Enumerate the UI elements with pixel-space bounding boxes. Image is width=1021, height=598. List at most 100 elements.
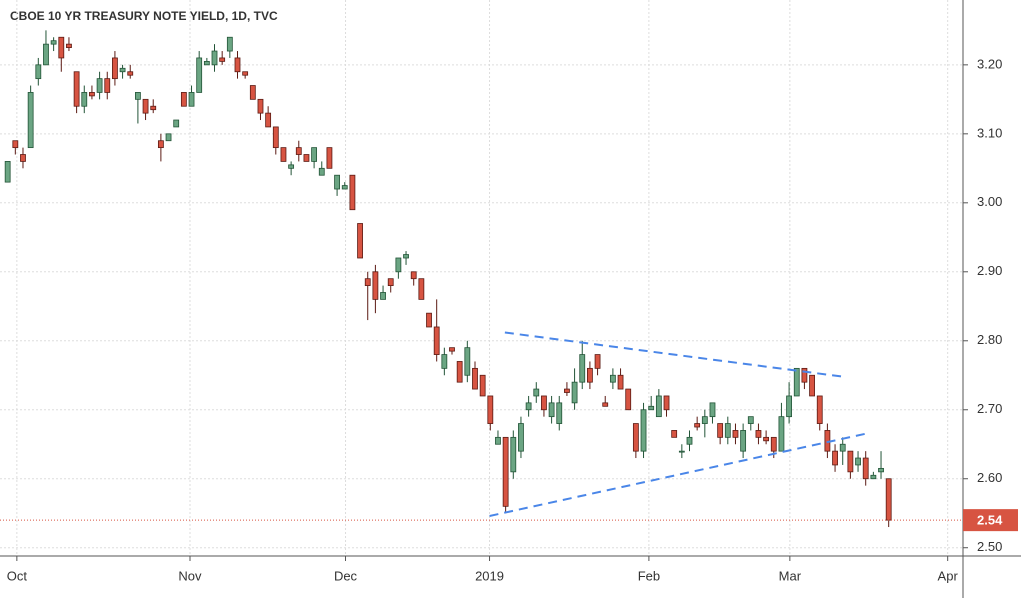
candle-body (173, 119, 180, 128)
candle-body (694, 423, 701, 428)
candle-body (671, 430, 678, 438)
candle-body (280, 147, 287, 162)
candle-body (257, 98, 264, 114)
candle-body (196, 57, 203, 93)
y-tick-label: 3.20 (977, 56, 1002, 71)
candle-body (226, 36, 233, 52)
candle-body (157, 140, 164, 149)
candle-body (180, 92, 187, 107)
candle-body (357, 223, 363, 259)
candle-body (732, 430, 739, 438)
candle-body (265, 112, 272, 128)
candle-body (89, 92, 95, 97)
candle-body (295, 147, 302, 155)
candle-body (165, 133, 172, 142)
candle-body (525, 402, 532, 411)
candle-body (20, 154, 26, 162)
candle-body (495, 436, 501, 445)
candle-body (740, 430, 747, 452)
candle-body (625, 388, 632, 411)
y-tick-label: 3.10 (977, 125, 1002, 140)
candle-body (747, 416, 754, 424)
candle-body (832, 450, 838, 466)
candle-body (579, 354, 586, 383)
candle-body (127, 71, 134, 76)
candle-body (464, 347, 471, 376)
candle-body (142, 98, 149, 114)
candle-body (104, 78, 111, 93)
y-tick-label: 2.60 (977, 470, 1002, 485)
candle-body (449, 347, 455, 352)
candle-body (801, 367, 808, 383)
x-tick-label: Dec (334, 568, 358, 583)
candle-body (564, 388, 570, 393)
candle-body (334, 174, 340, 190)
candle-body (119, 67, 126, 73)
trendline (504, 331, 843, 378)
candle-body (203, 60, 210, 66)
chart-title: CBOE 10 YR TREASURY NOTE YIELD, 1D, TVC (10, 9, 278, 23)
candle-body (786, 395, 792, 418)
candle-body (27, 92, 34, 149)
x-tick-label: Feb (638, 568, 660, 583)
candle-body (403, 254, 409, 259)
candle-body (839, 443, 846, 452)
candle-body (134, 92, 141, 100)
candle-body (387, 278, 394, 286)
candle-body (380, 292, 386, 300)
candle-body (816, 395, 823, 424)
candle-body (724, 423, 731, 438)
x-tick-label: Mar (779, 568, 802, 583)
candle-body (487, 395, 494, 424)
candle-body (441, 354, 448, 369)
candle-body (518, 423, 524, 452)
candle-body (663, 395, 670, 411)
candle-body (609, 374, 616, 383)
candle-body (847, 450, 854, 473)
candle-body (395, 257, 402, 273)
candle-body (855, 457, 861, 466)
candle-body (755, 430, 762, 438)
candle-body (234, 57, 241, 73)
candle-body (640, 409, 647, 452)
candle-body (12, 140, 19, 149)
candle-body (510, 436, 517, 473)
candle-body (50, 40, 57, 45)
candle-body (303, 154, 310, 162)
candle-body (456, 361, 463, 383)
candle-body (242, 71, 249, 76)
candle-body (617, 374, 624, 390)
candle-body (479, 374, 486, 397)
candle-body (717, 423, 724, 438)
candle-body (862, 457, 869, 480)
candle-body (426, 312, 432, 328)
candle-body (249, 85, 256, 100)
candle-body (288, 164, 295, 169)
candle-body (472, 367, 478, 390)
candle-body (311, 147, 318, 162)
candle-body (318, 167, 325, 176)
candle-body (533, 388, 540, 397)
candle-body (770, 436, 777, 452)
candle-body (150, 105, 157, 111)
x-tick-label: Nov (178, 568, 202, 583)
candle-body (571, 381, 578, 404)
candle-body (678, 450, 685, 453)
y-tick-label: 2.70 (977, 401, 1002, 416)
candle-body (763, 436, 770, 442)
candle-body (793, 367, 800, 397)
x-tick-label: Oct (7, 568, 28, 583)
candle-body (502, 436, 509, 507)
candle-body (35, 64, 42, 80)
x-tick-label: 2019 (475, 568, 504, 583)
candle-body (809, 374, 815, 397)
candle-body (602, 402, 609, 407)
candle-body (548, 402, 555, 418)
candle-body (709, 402, 716, 418)
candle-body (778, 416, 785, 452)
candle-body (433, 326, 440, 355)
trendline (489, 432, 866, 517)
candle-body (594, 354, 601, 369)
